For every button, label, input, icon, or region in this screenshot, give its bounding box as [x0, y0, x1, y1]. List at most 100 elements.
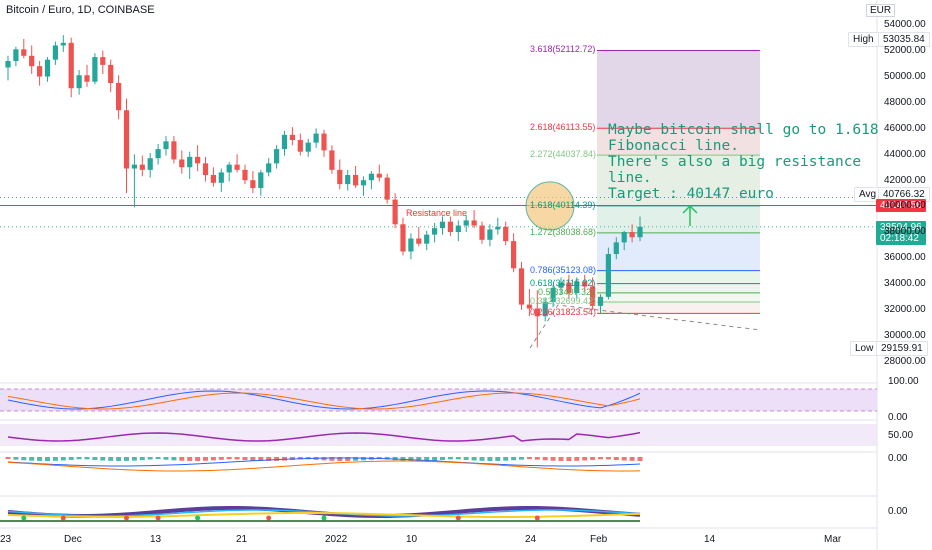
last-price: 38504.96 [880, 222, 922, 233]
macd-histogram-bar [108, 457, 114, 461]
macd-histogram-bar [463, 457, 469, 460]
candle-body [384, 177, 390, 200]
time-tick: Mar [824, 534, 842, 545]
candle-body [566, 282, 572, 293]
candle-body [5, 60, 11, 68]
candle-body [37, 66, 43, 77]
macd-histogram-bar [337, 457, 343, 461]
stoch-band [0, 389, 877, 411]
price-tick: 30000.00 [884, 330, 926, 341]
price-tick: 52000.00 [884, 44, 926, 56]
macd-histogram-bar [195, 457, 201, 461]
fib-zone [597, 205, 760, 233]
candle-body [368, 173, 374, 181]
macd-histogram-bar [147, 457, 153, 460]
price-tick: 28000.00 [884, 355, 926, 367]
annotation-line: There's also a big resistance [608, 154, 862, 170]
candle-body [274, 149, 280, 164]
candle-body [155, 149, 161, 159]
macd-histogram-bar [432, 457, 438, 461]
candle-body [542, 302, 548, 317]
stoch-tick: 100.00 [888, 376, 919, 387]
fib-zone [597, 283, 760, 293]
currency-label[interactable]: EUR [866, 4, 896, 17]
macd-histogram-bar [605, 457, 611, 460]
price-tick: 32000.00 [884, 304, 926, 316]
candle-body [590, 286, 596, 306]
macd-histogram-bar [503, 457, 509, 461]
osc-tick: 0.00 [888, 506, 908, 517]
osc-dot [195, 515, 201, 521]
candle-body [266, 163, 272, 173]
macd-histogram-bar [424, 457, 430, 461]
candle-body [242, 169, 248, 181]
macd-histogram-bar [92, 457, 98, 461]
candle-body [455, 225, 461, 233]
osc-dot [124, 515, 129, 521]
candle-body [329, 150, 335, 170]
time-tick: 10 [406, 534, 418, 545]
macd-histogram-bar [566, 457, 572, 461]
price-tick: 44000.00 [884, 148, 926, 160]
candle-body [503, 226, 509, 242]
candle-body [408, 238, 414, 252]
candle-body [258, 172, 264, 188]
candle-body [392, 199, 398, 225]
macd-histogram-bar [574, 457, 580, 461]
candle-body [116, 83, 122, 111]
time-tick: 24 [525, 534, 537, 545]
macd-histogram-bar [408, 457, 414, 461]
projection-path [529, 304, 761, 349]
macd-histogram-bar [250, 457, 256, 461]
candle-body [202, 163, 209, 176]
candles [5, 35, 643, 348]
symbol-title[interactable]: Bitcoin / Euro, 1D, COINBASE [6, 4, 155, 16]
macd-histogram-bar [187, 457, 193, 461]
macd-histogram-bar [258, 457, 264, 461]
fib-label: 0.382(32699.42) [530, 296, 597, 307]
candle-body [13, 49, 19, 61]
candle-body [582, 281, 588, 287]
macd-histogram-bar [558, 457, 564, 461]
macd-histogram-bar [582, 457, 588, 461]
macd-histogram-bar [274, 457, 280, 461]
candle-body [163, 141, 169, 150]
macd-histogram-bar [76, 457, 82, 460]
candle-body [487, 229, 493, 240]
macd-histogram-bar [519, 457, 524, 460]
candle-body [84, 75, 90, 82]
macd-histogram-bar [179, 457, 185, 461]
osc-dot [321, 515, 327, 521]
macd-histogram-bar [353, 457, 359, 461]
candle-body [605, 254, 611, 297]
macd-histogram-bar [131, 457, 137, 461]
annotation-line: Target : 40147 euro [608, 186, 774, 202]
countdown: 02:18:42 [880, 233, 919, 244]
macd-histogram-bar [37, 457, 43, 461]
high-label: High [848, 32, 879, 47]
macd-histogram-bar [45, 457, 50, 461]
candle-body [337, 169, 343, 185]
osc-dot [155, 515, 161, 521]
up-arrow-icon [682, 204, 698, 226]
candle-body [52, 45, 58, 60]
macd-histogram-bar [234, 457, 240, 460]
candle-body [376, 173, 382, 178]
grid [0, 0, 878, 550]
macd-histogram-bar [218, 457, 224, 460]
fib-zone [597, 302, 760, 314]
price-tick: 42000.00 [884, 174, 926, 186]
macd-histogram-bar [5, 457, 11, 459]
fib-label: 2.618(46113.55) [530, 122, 596, 133]
candle-body [289, 134, 295, 141]
macd-histogram-bar [495, 457, 501, 461]
candle-body [416, 238, 422, 244]
time-tick: Feb [590, 534, 608, 545]
candle-body [226, 164, 232, 173]
candle-body [534, 308, 540, 317]
candle-body [131, 164, 137, 169]
price-tick: 48000.00 [884, 96, 926, 108]
candle-body [479, 225, 485, 240]
stoch-d [7, 392, 641, 410]
macd-histogram-bar [550, 457, 556, 461]
